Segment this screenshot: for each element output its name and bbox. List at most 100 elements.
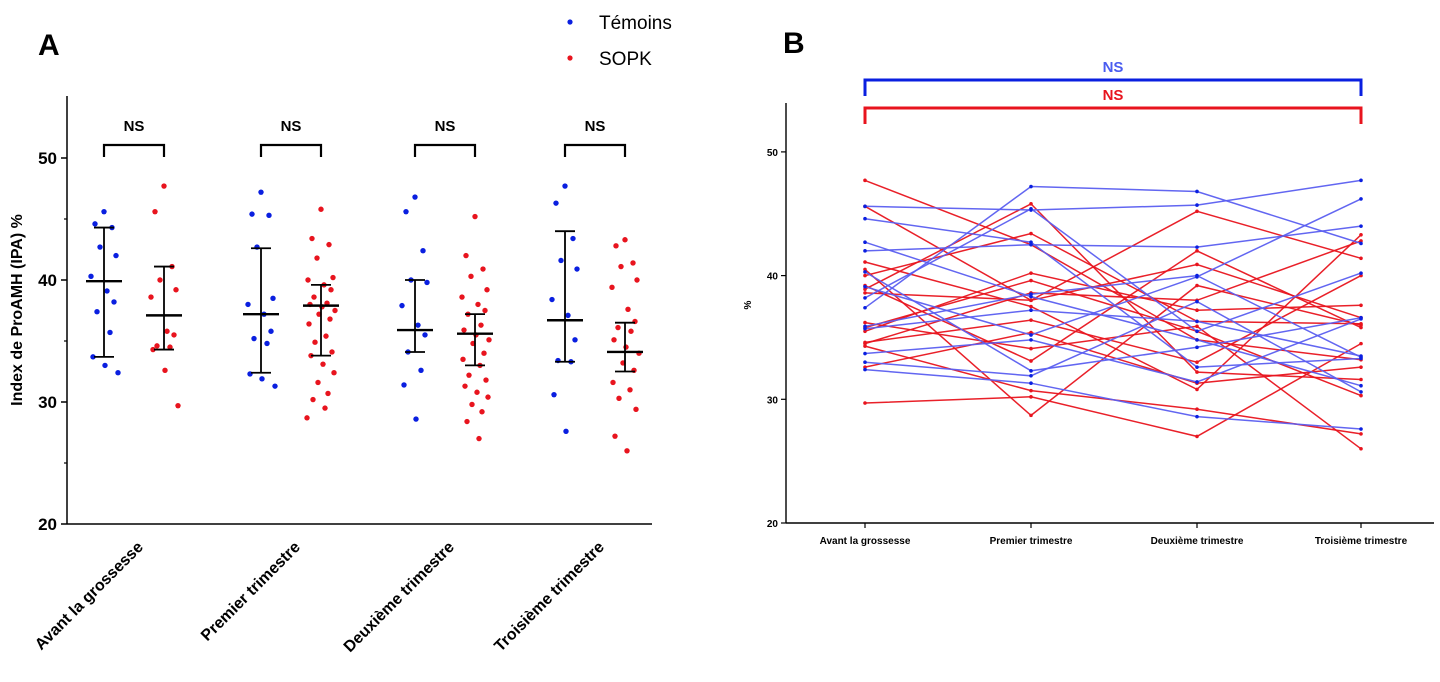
legend-label: Témoins — [599, 13, 672, 34]
data-point — [478, 322, 484, 328]
panel-a: 20 30 40 50 Index de ProAMH (IPA) % Avant la … — [9, 96, 652, 656]
line-point — [863, 320, 867, 325]
data-point — [332, 307, 338, 314]
data-point — [175, 402, 181, 409]
line-point — [1359, 271, 1363, 275]
significance-bracket — [259, 143, 323, 157]
line-point — [1359, 323, 1363, 327]
subject-line — [864, 268, 1362, 417]
data-point — [154, 343, 160, 349]
subject-line — [864, 318, 1362, 383]
data-point — [464, 418, 470, 425]
data-point — [418, 367, 424, 373]
data-point — [90, 354, 96, 360]
legend-marker — [567, 55, 573, 61]
line-point — [1195, 262, 1199, 267]
line-point — [1029, 242, 1033, 247]
data-point — [111, 299, 117, 305]
significance-bracket — [413, 143, 477, 157]
data-point — [304, 415, 310, 421]
data-point — [152, 208, 158, 215]
data-point — [469, 401, 475, 408]
data-point — [463, 252, 469, 259]
data-point — [558, 257, 564, 264]
line-point — [1029, 318, 1033, 322]
data-point — [424, 279, 430, 286]
line-point — [1359, 273, 1363, 278]
data-point — [266, 212, 272, 219]
data-point — [306, 321, 312, 327]
subject-line — [864, 271, 1362, 372]
data-point — [97, 244, 103, 250]
line-point — [1359, 341, 1363, 346]
data-point — [164, 328, 170, 334]
x-category-label: Avant la grossesse — [32, 539, 147, 654]
data-point — [616, 395, 622, 402]
data-point — [148, 294, 154, 300]
line-point — [863, 273, 867, 278]
data-point — [173, 287, 179, 293]
data-point — [484, 287, 490, 293]
line-point — [863, 287, 867, 292]
line-point — [1359, 303, 1363, 308]
line-point — [1359, 432, 1363, 436]
line-point — [1195, 209, 1199, 214]
x-category-label-b: Premier trimestre — [990, 536, 1073, 547]
line-point — [1359, 239, 1363, 243]
subject-line — [864, 207, 1362, 333]
line-point — [863, 344, 867, 348]
line-point — [1359, 232, 1363, 237]
data-point — [268, 328, 274, 334]
data-point — [329, 349, 335, 355]
data-point — [472, 213, 478, 220]
y-tick-label-b: 40 — [767, 272, 779, 283]
line-point — [863, 351, 867, 356]
data-point — [615, 324, 621, 331]
y-axis-title: Index de ProAMH (IPA) % — [9, 214, 26, 406]
data-point — [482, 307, 488, 314]
line-point — [1359, 427, 1363, 431]
data-point — [562, 183, 568, 189]
subject-line — [864, 274, 1362, 363]
y-tick-label: 20 — [38, 515, 57, 534]
data-point — [610, 379, 616, 386]
data-point — [475, 301, 481, 308]
data-point — [480, 266, 486, 272]
line-point — [1359, 256, 1363, 261]
data-point — [415, 322, 421, 328]
legend-label: SOPK — [599, 49, 652, 70]
data-point — [272, 383, 278, 389]
line-point — [1359, 446, 1363, 451]
line-point — [1359, 197, 1363, 201]
significance-label-b: NS — [1103, 59, 1124, 76]
line-point — [1195, 319, 1199, 324]
line-point — [1029, 292, 1033, 296]
data-point — [315, 379, 321, 386]
line-point — [1359, 317, 1363, 321]
data-point — [320, 361, 326, 367]
data-point — [259, 376, 265, 382]
data-point — [549, 296, 555, 303]
line-point — [863, 367, 867, 372]
data-point — [460, 356, 466, 362]
data-point — [618, 263, 624, 270]
panel-label-b: B — [783, 27, 805, 60]
data-point — [331, 370, 337, 376]
data-point — [563, 428, 569, 434]
line-point — [1195, 434, 1199, 439]
data-point — [162, 367, 168, 373]
data-point — [102, 362, 108, 369]
y-tick-label: 50 — [38, 149, 57, 168]
significance-label: NS — [124, 118, 145, 135]
line-point — [1195, 407, 1199, 411]
significance-bracket — [102, 143, 166, 157]
data-point — [422, 332, 428, 338]
line-point — [1195, 308, 1199, 313]
subject-line — [864, 263, 1362, 319]
data-point — [633, 406, 639, 413]
data-point — [310, 396, 316, 403]
data-point — [611, 337, 617, 343]
y-tick-label: 30 — [38, 393, 57, 412]
line-point — [1195, 414, 1199, 419]
data-point — [245, 301, 251, 308]
